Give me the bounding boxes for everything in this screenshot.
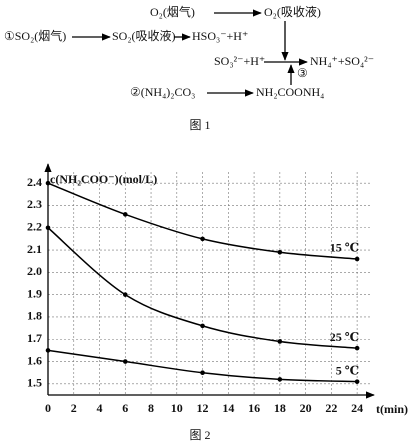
- y-tick-label: 1.5: [27, 376, 42, 390]
- node: O₂(吸收液): [264, 4, 321, 19]
- node: SO₂(吸收液): [112, 28, 176, 43]
- x-tick-label: 0: [45, 401, 51, 415]
- x-tick-label: 24: [351, 401, 363, 415]
- node: HSO₃⁻+H⁺: [192, 29, 248, 43]
- x-tick-label: 4: [97, 401, 103, 415]
- x-tick-label: 14: [222, 401, 234, 415]
- x-tick-label: 2: [71, 401, 77, 415]
- point: [200, 323, 205, 329]
- node: ②(NH₄)₂CO₃: [130, 85, 195, 99]
- node: O₂(烟气): [150, 4, 195, 19]
- point: [277, 377, 283, 382]
- x-tick-label: 6: [122, 401, 128, 415]
- point: [354, 379, 360, 384]
- point: [354, 256, 360, 262]
- x-tick-label: 10: [171, 401, 183, 415]
- point: [354, 345, 360, 351]
- x-tick-label: 16: [248, 401, 260, 415]
- y-tick-label: 2.2: [27, 220, 42, 234]
- figure-1: ①SO₂(烟气) SO₂(吸收液) HSO₃⁻+H⁺ O₂(烟气) O₂(吸收液…: [4, 4, 374, 132]
- point: [45, 348, 51, 353]
- step-label: ③: [297, 66, 308, 80]
- x-tick-label: 12: [197, 401, 209, 415]
- series-label: 25 ℃: [330, 330, 359, 344]
- point: [122, 292, 128, 297]
- point: [200, 370, 205, 376]
- point: [45, 180, 51, 186]
- x-tick-label: 20: [300, 401, 312, 415]
- series-label: 15 ℃: [330, 241, 359, 255]
- y-tick-label: 1.7: [27, 331, 42, 345]
- caption: 图 1: [189, 118, 210, 132]
- caption: 图 2: [189, 428, 210, 442]
- x-tick-label: 18: [274, 401, 286, 415]
- node: NH₂COONH₄: [256, 85, 324, 99]
- point: [200, 236, 205, 242]
- y-tick-label: 1.9: [27, 286, 42, 300]
- x-axis-label: t(min): [376, 402, 408, 416]
- x-tick-label: 8: [148, 401, 154, 415]
- y-tick-label: 1.6: [27, 353, 42, 367]
- y-tick-label: 1.8: [27, 309, 42, 323]
- x-tick-label: 22: [325, 401, 337, 415]
- y-tick-label: 2.0: [27, 264, 42, 278]
- point: [122, 359, 128, 364]
- y-tick-label: 2.4: [27, 175, 42, 189]
- node: SO₃²⁻+H⁺: [214, 54, 265, 68]
- point: [45, 225, 51, 231]
- y-tick-label: 2.1: [27, 242, 42, 256]
- point: [122, 212, 128, 217]
- node: NH₄⁺+SO₄²⁻: [310, 54, 374, 68]
- point: [277, 249, 283, 255]
- node: ①SO₂(烟气): [4, 28, 66, 43]
- point: [277, 339, 283, 344]
- y-tick-label: 2.3: [27, 197, 42, 211]
- series-label: 5 ℃: [336, 363, 359, 377]
- series-line: [47, 227, 358, 349]
- y-axis-label: c(NH₂COO⁻)(mol/L): [50, 172, 157, 186]
